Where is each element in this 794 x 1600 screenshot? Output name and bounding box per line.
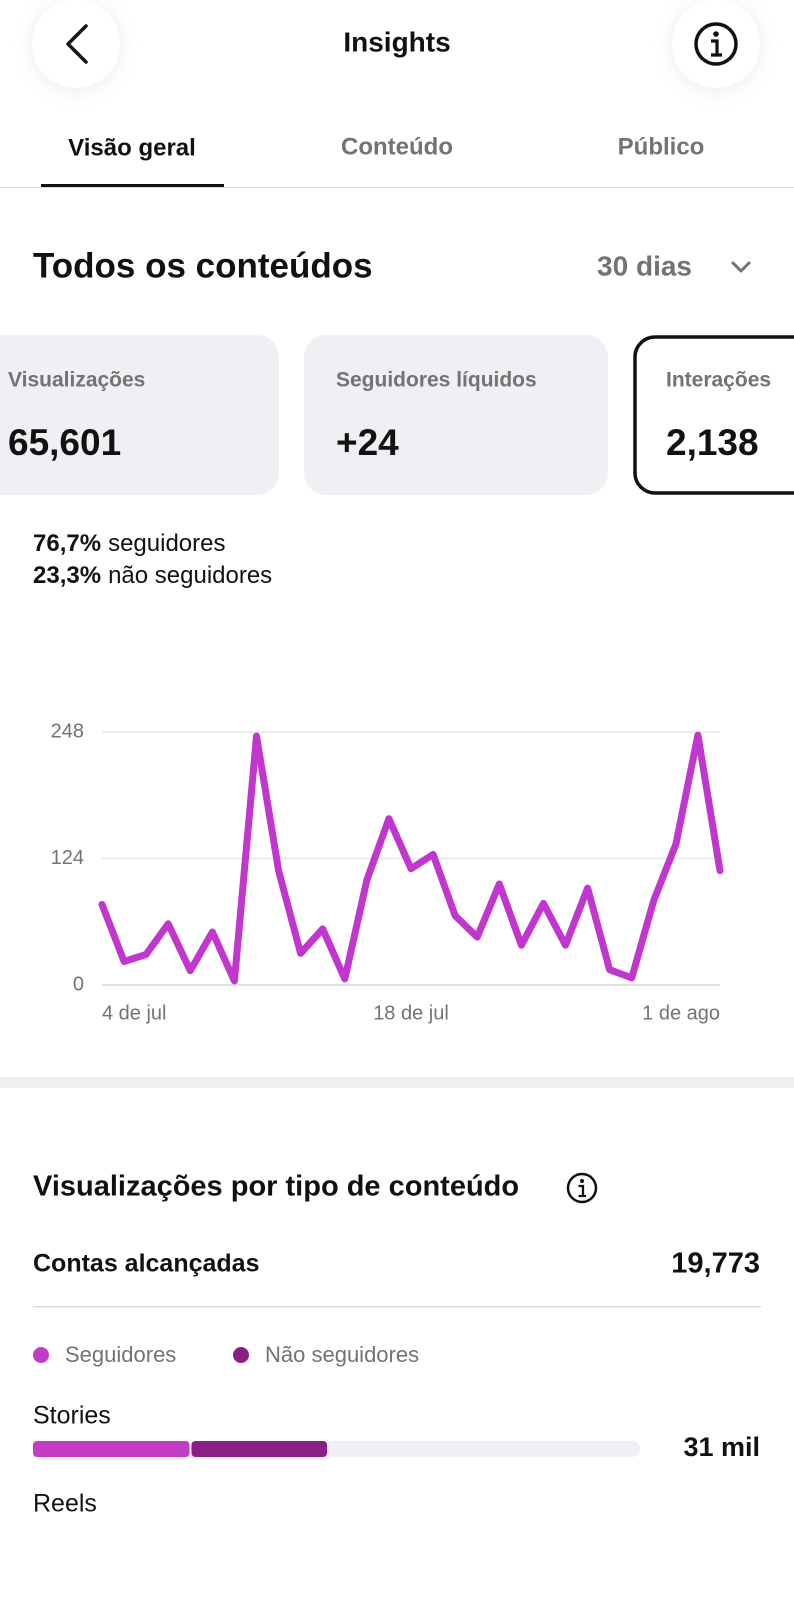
tab[interactable]: Conteúdo [341,133,453,160]
x-tick-label: 4 de jul [102,1002,167,1024]
y-tick-label: 248 [51,720,84,742]
tab[interactable]: Visão geral [68,134,196,161]
card-label: Seguidores líquidos [336,369,537,392]
breakdown-value: 23,3% [33,562,101,589]
card-label: Visualizações [8,369,145,392]
tab-indicator [41,184,224,187]
section-separator [0,1077,794,1088]
content-info-stem[interactable] [578,1184,587,1198]
total-label: 31 mil [683,1432,760,1462]
breakdown-line: 76,7% seguidores [33,530,225,557]
stacked-bar-chart: Seguidores Não seguidores Stories 31 mil Ree… [33,1342,760,1518]
info-icon-ring[interactable] [694,22,738,66]
card-value: 2,138 [666,422,759,463]
period-label[interactable]: 30 dias [597,250,692,281]
divider [33,1306,761,1308]
metric-card-selected[interactable] [633,335,794,495]
line-chart: 0 124 248 4 de jul 18 de jul 1 de ago [51,720,724,1024]
back-button[interactable] [32,0,120,88]
category-label: Reels [33,1490,97,1518]
bar-segment [191,1441,328,1457]
content-info-ring[interactable] [566,1172,598,1204]
x-tick-label: 1 de ago [642,1002,720,1024]
legend-label: Seguidores [65,1342,176,1367]
tab[interactable]: Público [618,133,705,160]
reach-label: Contas alcançadas [33,1250,260,1278]
reach-value: 19,773 [671,1248,760,1280]
content-info-dot[interactable] [580,1179,584,1183]
y-tick-label: 0 [73,973,84,995]
card-value: 65,601 [8,422,121,463]
info-icon-stem[interactable] [711,39,722,57]
legend-dot [33,1347,49,1363]
y-tick-label: 124 [51,847,84,869]
breakdown-value: 76,7% [33,530,101,557]
period-selector[interactable]: 30 dias [597,250,751,281]
legend-label: Não seguidores [265,1342,419,1367]
card-label: Interações [666,369,771,392]
card-value: +24 [336,422,399,463]
breakdown-line: 23,3% não seguidores [33,562,272,589]
metric-card[interactable] [0,335,279,495]
x-tick-label: 18 de jul [373,1002,449,1024]
content-title: Visualizações por tipo de conteúdo [33,1171,519,1203]
back-icon[interactable] [66,24,88,64]
info-icon-dot[interactable] [713,31,719,37]
bar-segment [33,1441,190,1457]
legend-dot [233,1347,249,1363]
content-info[interactable] [566,1172,598,1204]
section-title: Todos os conteúdos [33,246,373,285]
category-label: Stories [33,1402,111,1430]
page-title: Insights [343,26,450,57]
tab-divider [0,187,794,188]
data-line [98,731,724,985]
period-chevron[interactable] [731,261,751,273]
info-button[interactable] [672,0,760,88]
breakdown-label: seguidores [108,530,225,557]
metric-card[interactable] [304,335,608,495]
back-button-bg[interactable] [32,0,120,88]
breakdown-label: não seguidores [108,562,272,589]
